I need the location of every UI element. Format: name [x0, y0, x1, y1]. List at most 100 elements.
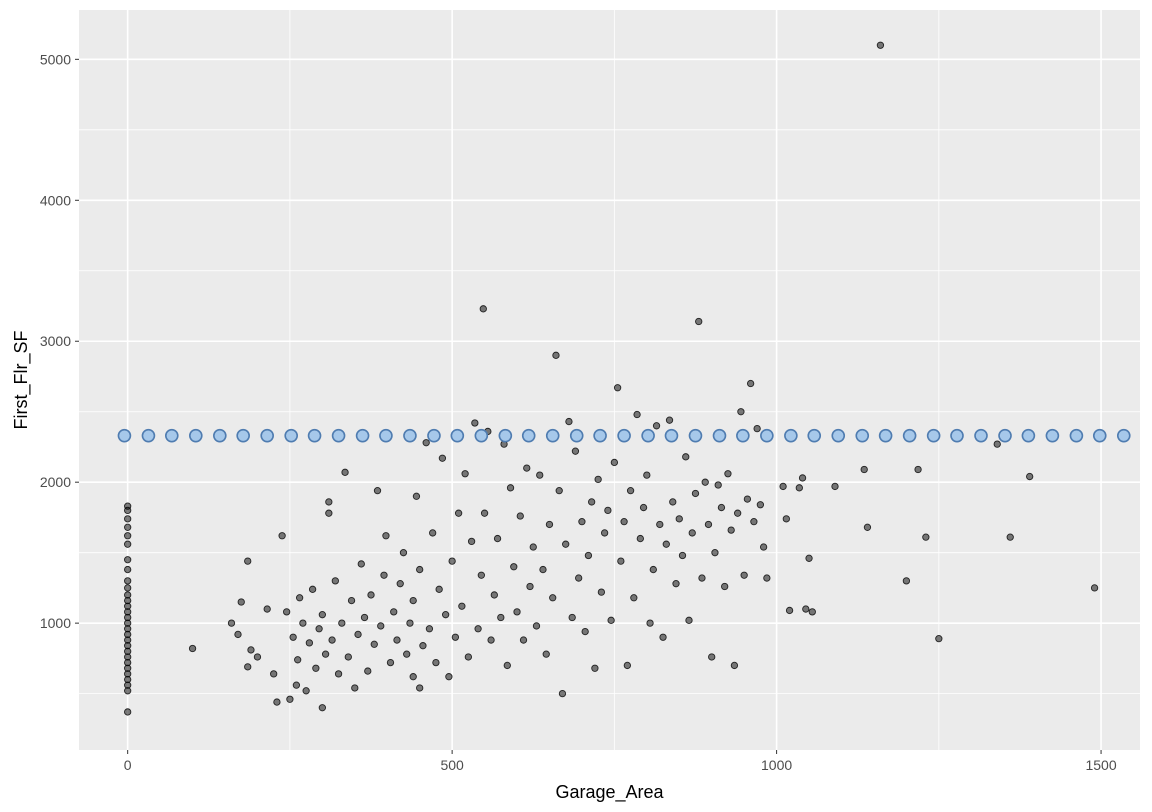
- data-point: [549, 594, 557, 602]
- reference-point: [712, 428, 727, 443]
- data-point: [124, 502, 132, 510]
- data-point: [802, 605, 810, 613]
- data-point: [798, 474, 807, 482]
- data-point: [876, 41, 885, 49]
- data-point: [526, 582, 534, 591]
- data-point: [347, 596, 356, 605]
- data-point: [377, 622, 385, 630]
- reference-point: [736, 428, 750, 443]
- data-point: [759, 543, 768, 551]
- data-point: [294, 656, 302, 664]
- data-point: [451, 633, 460, 641]
- data-point: [591, 664, 599, 672]
- data-point: [516, 512, 524, 520]
- data-point: [808, 608, 816, 616]
- reference-point: [450, 428, 465, 443]
- reference-point: [164, 428, 179, 443]
- data-point: [373, 486, 382, 495]
- axis-tick-labels: 0 500 1000 1500 1000 2000 3000 4000 5000: [40, 51, 1117, 773]
- y-tick-label: 3000: [40, 333, 71, 349]
- data-point: [578, 518, 586, 526]
- data-point: [283, 608, 291, 616]
- reference-points: [117, 428, 1131, 443]
- reference-point: [355, 428, 370, 443]
- data-point: [536, 471, 544, 479]
- reference-point: [379, 428, 393, 443]
- data-point: [244, 663, 252, 671]
- data-point: [403, 650, 411, 658]
- data-point: [714, 481, 722, 489]
- data-point: [636, 534, 644, 543]
- reference-point: [807, 428, 822, 443]
- reference-point: [974, 428, 988, 443]
- data-point: [506, 484, 515, 492]
- reference-point: [784, 428, 798, 443]
- data-point: [308, 585, 317, 593]
- data-point: [380, 571, 388, 579]
- y-tick-label: 5000: [40, 51, 71, 67]
- data-point: [289, 633, 297, 641]
- data-point: [406, 619, 414, 627]
- data-point: [124, 591, 132, 599]
- data-point: [503, 661, 511, 670]
- data-point: [639, 503, 648, 512]
- data-point: [441, 611, 450, 619]
- data-point: [613, 384, 622, 392]
- data-point: [685, 616, 693, 624]
- data-point: [263, 605, 271, 613]
- data-point: [273, 698, 281, 706]
- data-point: [292, 681, 301, 689]
- data-point: [552, 351, 560, 359]
- data-point: [344, 653, 352, 661]
- data-point: [623, 661, 631, 670]
- data-point: [390, 608, 398, 616]
- data-point: [474, 625, 482, 633]
- data-point: [480, 509, 489, 517]
- data-point: [247, 646, 255, 654]
- reference-point: [260, 428, 274, 443]
- data-point: [312, 664, 320, 672]
- reference-point: [189, 428, 203, 443]
- reference-point: [760, 428, 774, 443]
- data-point: [364, 667, 372, 675]
- data-point: [711, 549, 719, 557]
- data-point: [620, 518, 628, 526]
- data-point: [675, 515, 683, 523]
- data-point: [669, 498, 677, 506]
- data-point: [419, 642, 427, 650]
- data-point: [597, 588, 606, 596]
- data-point: [724, 470, 732, 478]
- data-point: [805, 554, 813, 562]
- data-point: [490, 591, 498, 599]
- data-point: [584, 551, 593, 560]
- data-point: [244, 557, 252, 565]
- data-point: [863, 523, 872, 531]
- data-point: [367, 591, 375, 599]
- reference-point: [950, 428, 964, 443]
- reference-point: [569, 428, 584, 443]
- reference-point: [521, 428, 536, 443]
- data-point: [354, 630, 362, 639]
- data-point: [652, 422, 661, 430]
- data-point: [688, 529, 696, 537]
- data-point: [594, 475, 602, 484]
- data-point: [785, 606, 794, 615]
- data-point: [753, 424, 761, 433]
- reference-point: [688, 428, 703, 443]
- x-axis-title: Garage_Area: [555, 782, 664, 803]
- data-point: [318, 611, 326, 619]
- reference-point: [664, 428, 679, 443]
- data-point: [493, 534, 502, 543]
- data-point: [542, 650, 550, 658]
- data-point: [461, 470, 469, 478]
- data-point: [270, 670, 278, 678]
- data-point: [860, 465, 868, 474]
- data-point: [513, 608, 521, 616]
- data-points: [124, 41, 1099, 716]
- data-point: [454, 509, 463, 517]
- data-point: [331, 577, 339, 585]
- data-point: [471, 419, 479, 427]
- data-point: [299, 619, 307, 627]
- data-point: [993, 440, 1001, 448]
- data-point: [479, 305, 487, 313]
